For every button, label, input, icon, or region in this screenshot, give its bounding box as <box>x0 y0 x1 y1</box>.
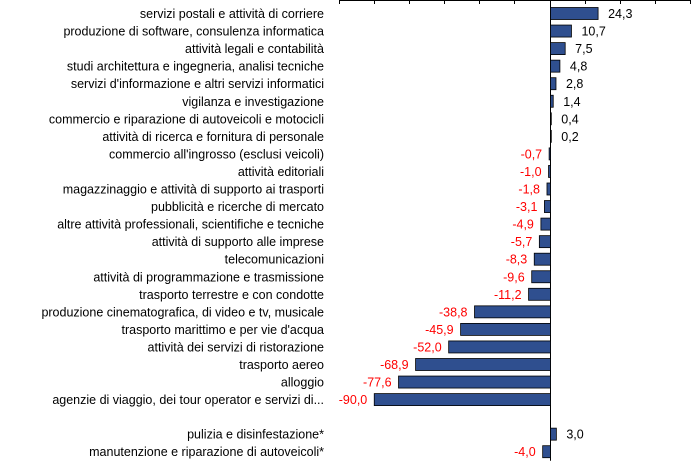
value-label: -8,3 <box>506 253 528 267</box>
category-label: produzione cinematografica, di video e t… <box>41 305 324 319</box>
bar <box>542 445 551 459</box>
category-label: pubblicità e ricerche di mercato <box>151 200 324 214</box>
value-label: 7,5 <box>575 42 592 56</box>
value-label: -45,9 <box>425 323 454 337</box>
category-label: trasporto aereo <box>239 358 324 372</box>
bar <box>550 7 599 20</box>
category-label: telecomunicazioni <box>225 253 324 267</box>
category-label: attività di supporto alle imprese <box>152 235 324 249</box>
value-label: -77,6 <box>363 376 392 390</box>
category-label: trasporto terrestre e con condotte <box>139 288 324 302</box>
labels-layer: servizi postali e attività di corriere 24… <box>41 7 632 459</box>
bars-layer <box>373 7 599 459</box>
category-label: attività editoriali <box>238 165 324 179</box>
value-label: -1,0 <box>520 165 542 179</box>
bar <box>448 340 551 354</box>
bar <box>460 322 551 336</box>
bar <box>550 59 561 73</box>
bar <box>528 287 551 301</box>
category-label: attività legali e contabilità <box>185 42 324 56</box>
value-label: 4,8 <box>570 60 587 74</box>
bar <box>550 24 572 38</box>
bar <box>550 77 557 91</box>
value-label: -1,8 <box>518 183 540 197</box>
value-label: 3,0 <box>566 428 583 442</box>
value-label: 10,7 <box>581 25 605 39</box>
bar <box>548 165 551 178</box>
value-label: -3,1 <box>516 200 538 214</box>
bar <box>546 182 551 196</box>
category-label: magazzinaggio e attività di supporto ai … <box>63 183 324 197</box>
value-label: 2,8 <box>566 77 583 91</box>
category-label: pulizia e disinfestazione* <box>187 428 324 442</box>
value-label: -11,2 <box>494 288 522 302</box>
bar <box>531 270 551 284</box>
category-label: servizi d'informazione e altri servizi i… <box>71 77 324 91</box>
category-label: attività di programmazione e trasmission… <box>93 270 324 284</box>
value-label: -68,9 <box>380 358 409 372</box>
category-label: servizi postali e attività di corriere <box>140 7 324 21</box>
bar <box>533 252 551 266</box>
category-label: produzione di software, consulenza infor… <box>63 25 324 39</box>
category-label: commercio e riparazione di autoveicoli e… <box>49 112 324 126</box>
category-label: attività di ricerca e fornitura di perso… <box>102 130 324 144</box>
bar <box>538 235 551 249</box>
category-label: studi architettura e ingegneria, analisi… <box>67 60 324 74</box>
bar <box>415 358 551 371</box>
bar <box>548 147 551 161</box>
value-label: -52,0 <box>413 340 442 354</box>
bar <box>550 427 557 441</box>
value-label: 1,4 <box>563 95 580 109</box>
value-label: -4,9 <box>512 218 534 232</box>
value-label: 24,3 <box>608 7 632 21</box>
bar <box>550 112 552 126</box>
value-label: 0,4 <box>561 112 578 126</box>
value-label: 0,2 <box>561 130 578 144</box>
category-label: agenzie di viaggio, dei tour operator e … <box>52 393 324 407</box>
value-label: -38,8 <box>439 305 468 319</box>
category-label: altre attività professionali, scientific… <box>57 218 324 232</box>
bar <box>550 42 566 55</box>
value-label: -5,7 <box>511 235 533 249</box>
category-label: alloggio <box>281 376 324 390</box>
bar <box>373 393 551 407</box>
bar <box>474 305 551 319</box>
category-label: commercio all'ingrosso (esclusi veicoli) <box>109 147 324 161</box>
bar <box>398 375 551 389</box>
bar <box>550 94 554 108</box>
bar <box>544 200 551 213</box>
value-label: -4,0 <box>514 445 536 459</box>
category-label: attività dei servizi di ristorazione <box>148 340 325 354</box>
category-label: manutenzione e riparazione di autoveicol… <box>89 445 324 459</box>
category-label: vigilanza e investigazione <box>182 95 324 109</box>
bar <box>540 217 551 231</box>
bar <box>550 129 552 143</box>
value-label: -90,0 <box>339 393 368 407</box>
value-label: -9,6 <box>503 270 525 284</box>
category-label: trasporto marittimo e per vie d'acqua <box>122 323 325 337</box>
value-label: -0,7 <box>521 147 543 161</box>
